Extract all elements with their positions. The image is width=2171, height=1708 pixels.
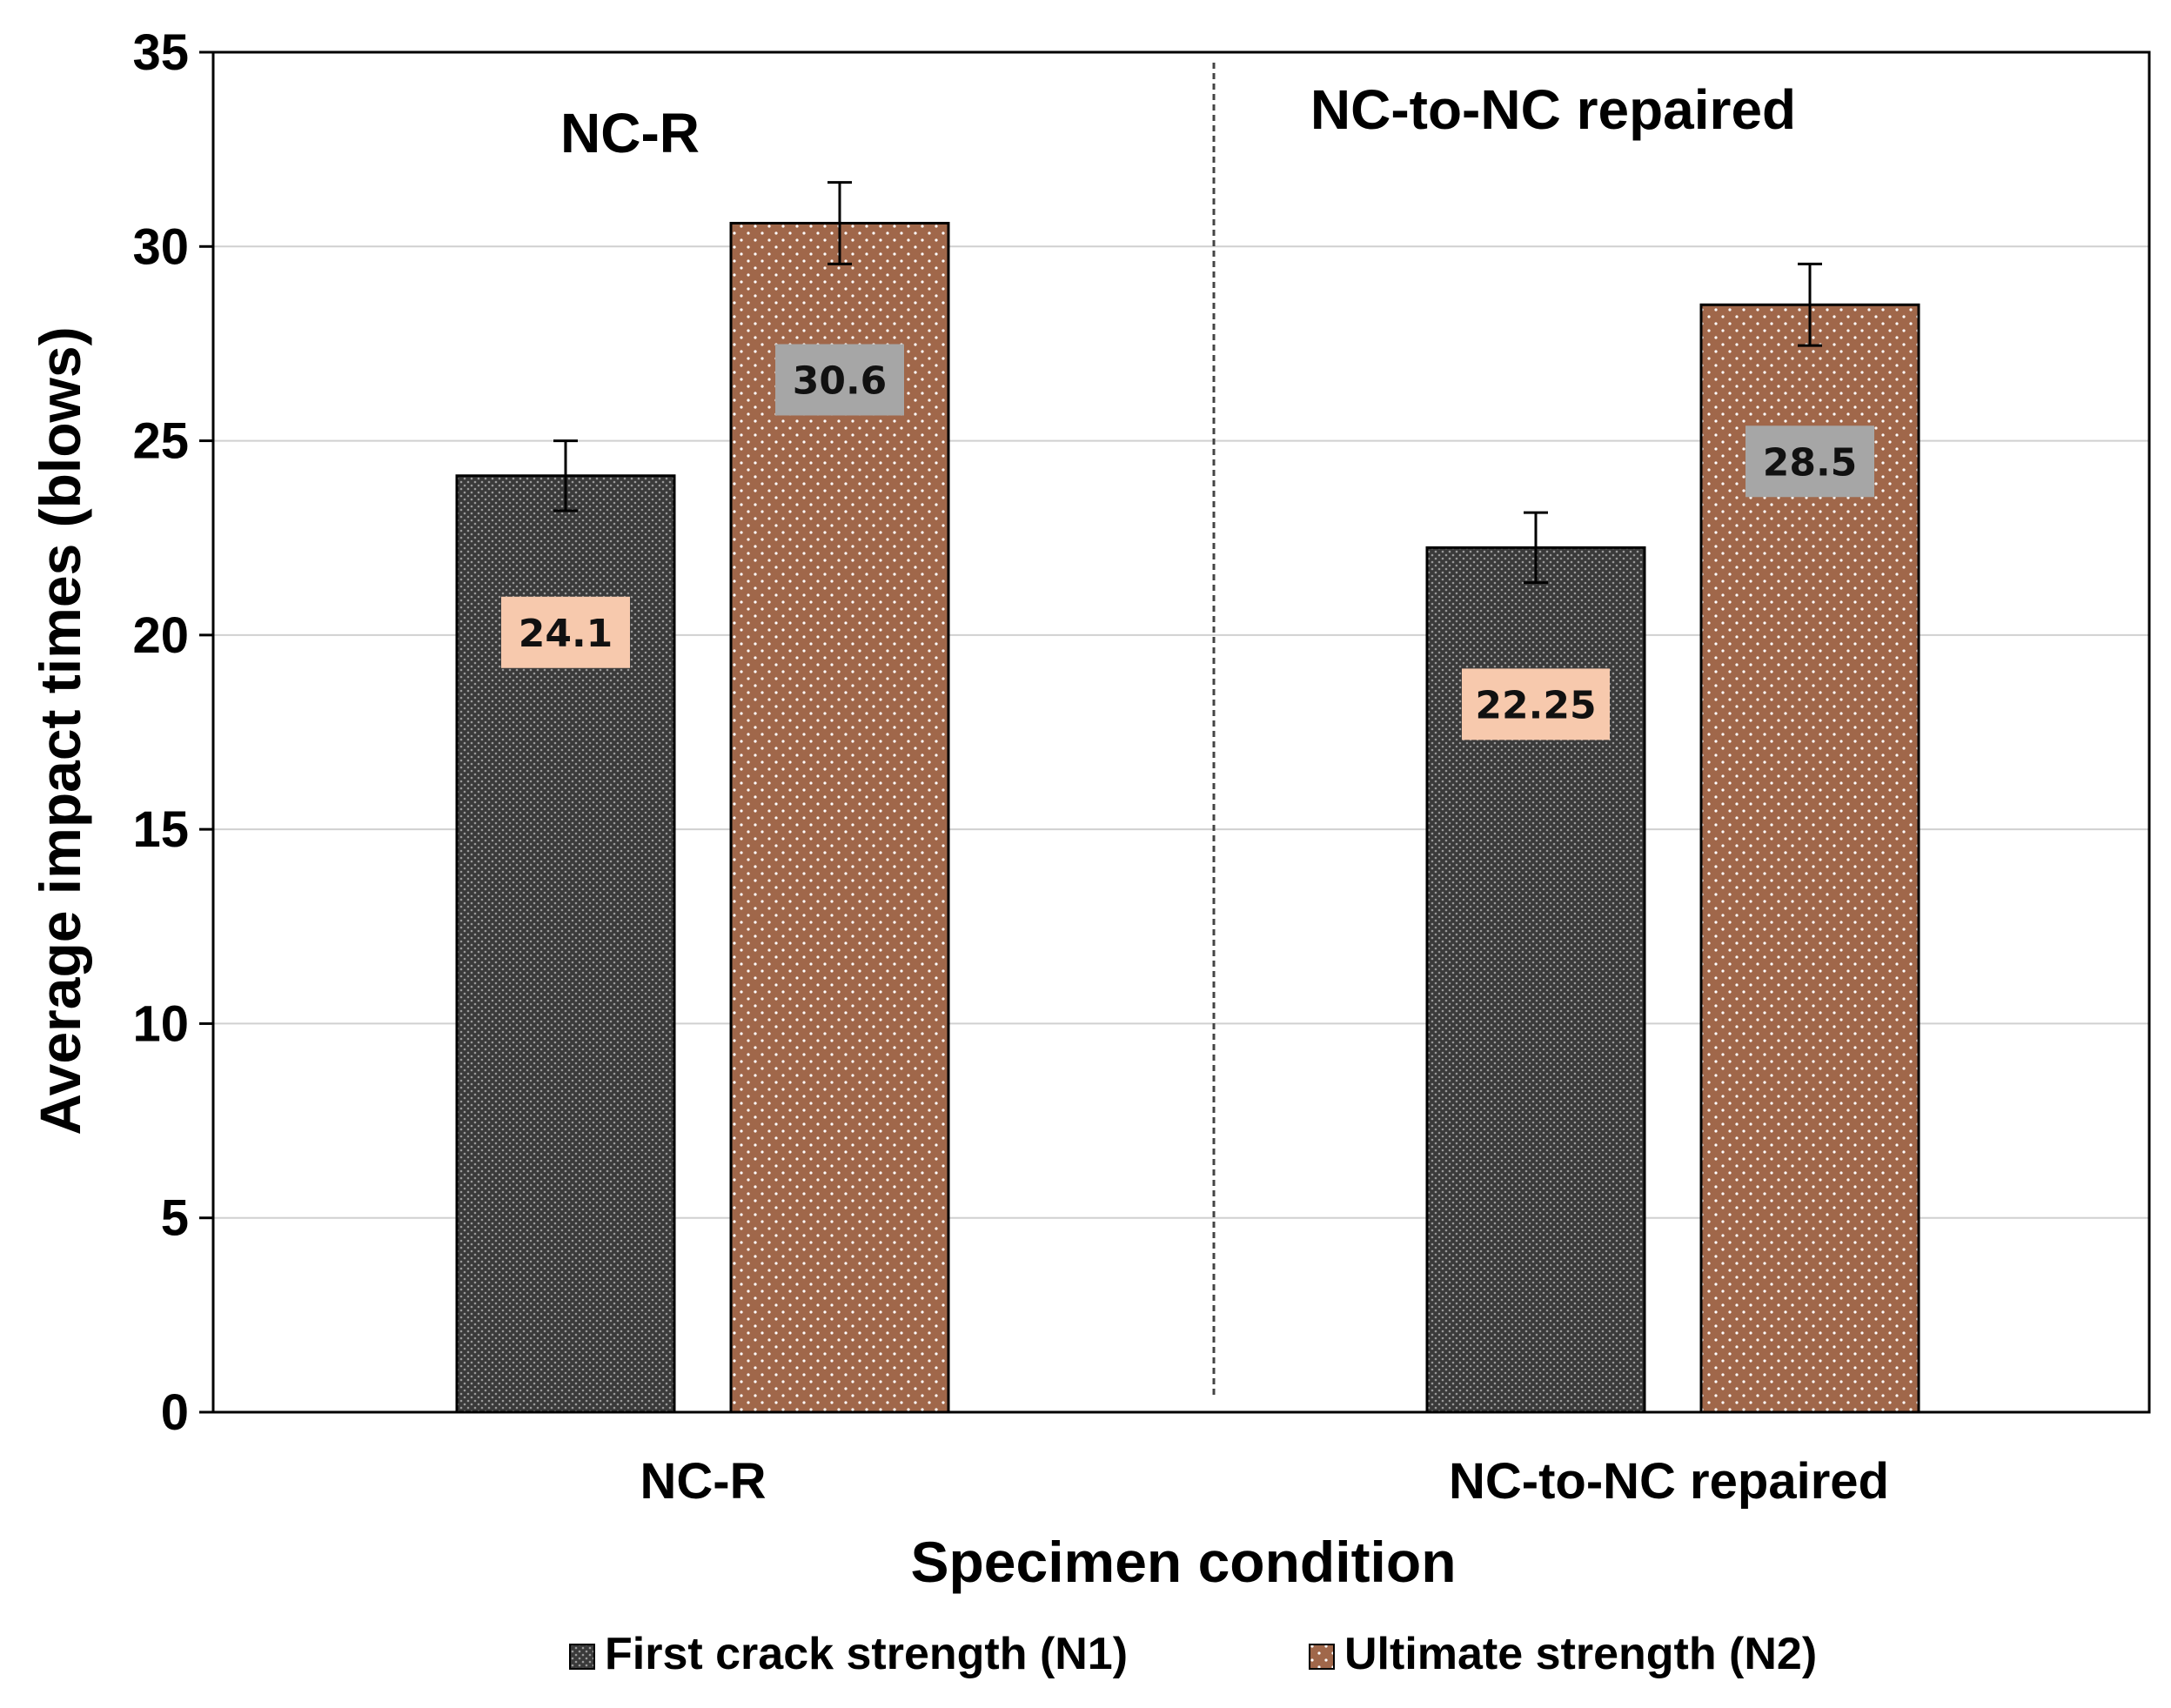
data-label: 28.5 [1763, 440, 1858, 485]
y-tick-label: 10 [132, 995, 189, 1052]
data-label: 22.25 [1475, 683, 1596, 727]
y-axis-title: Average impact times (blows) [28, 326, 92, 1135]
x-axis-title: Specimen condition [910, 1530, 1456, 1594]
data-labels: 24.1 22.25 30.6 28.5 [501, 344, 1874, 740]
plot-area-frame [211, 50, 2151, 1414]
legend-swatch-ultimate [1309, 1644, 1335, 1670]
annotation-nc-to-nc-repaired: NC-to-NC repaired [1310, 78, 1796, 141]
y-tick-label: 15 [132, 801, 189, 858]
axes: 0 5 10 15 20 25 30 35 [132, 24, 213, 1441]
data-label: 30.6 [793, 358, 888, 403]
data-label-box [775, 344, 904, 416]
data-label-box [1746, 425, 1874, 498]
x-tick-label-nc-r: NC-R [640, 1453, 767, 1510]
y-tick-label: 0 [161, 1384, 189, 1441]
bars [455, 221, 1920, 1414]
data-label: 24.1 [519, 612, 613, 656]
legend-swatch-first-crack [569, 1644, 595, 1670]
bar-ultimate-0 [729, 221, 950, 1414]
y-tick-label: 30 [132, 218, 189, 275]
y-tick-label: 20 [132, 607, 189, 664]
y-tick-label: 25 [132, 413, 189, 470]
data-label-box [1462, 668, 1610, 740]
annotation-nc-r: NC-R [560, 102, 700, 164]
legend-label-ultimate: Ultimate strength (N2) [1344, 1629, 1817, 1679]
y-tick-label: 5 [161, 1190, 189, 1247]
data-label-box [501, 596, 630, 668]
y-tick-label: 35 [132, 24, 189, 81]
x-tick-label-nc-to-nc-repaired: NC-to-NC repaired [1449, 1453, 1889, 1510]
legend-label-first-crack: First crack strength (N1) [605, 1629, 1128, 1679]
legend: First crack strength (N1) Ultimate stren… [569, 1629, 1817, 1679]
error-bars [553, 181, 1822, 585]
